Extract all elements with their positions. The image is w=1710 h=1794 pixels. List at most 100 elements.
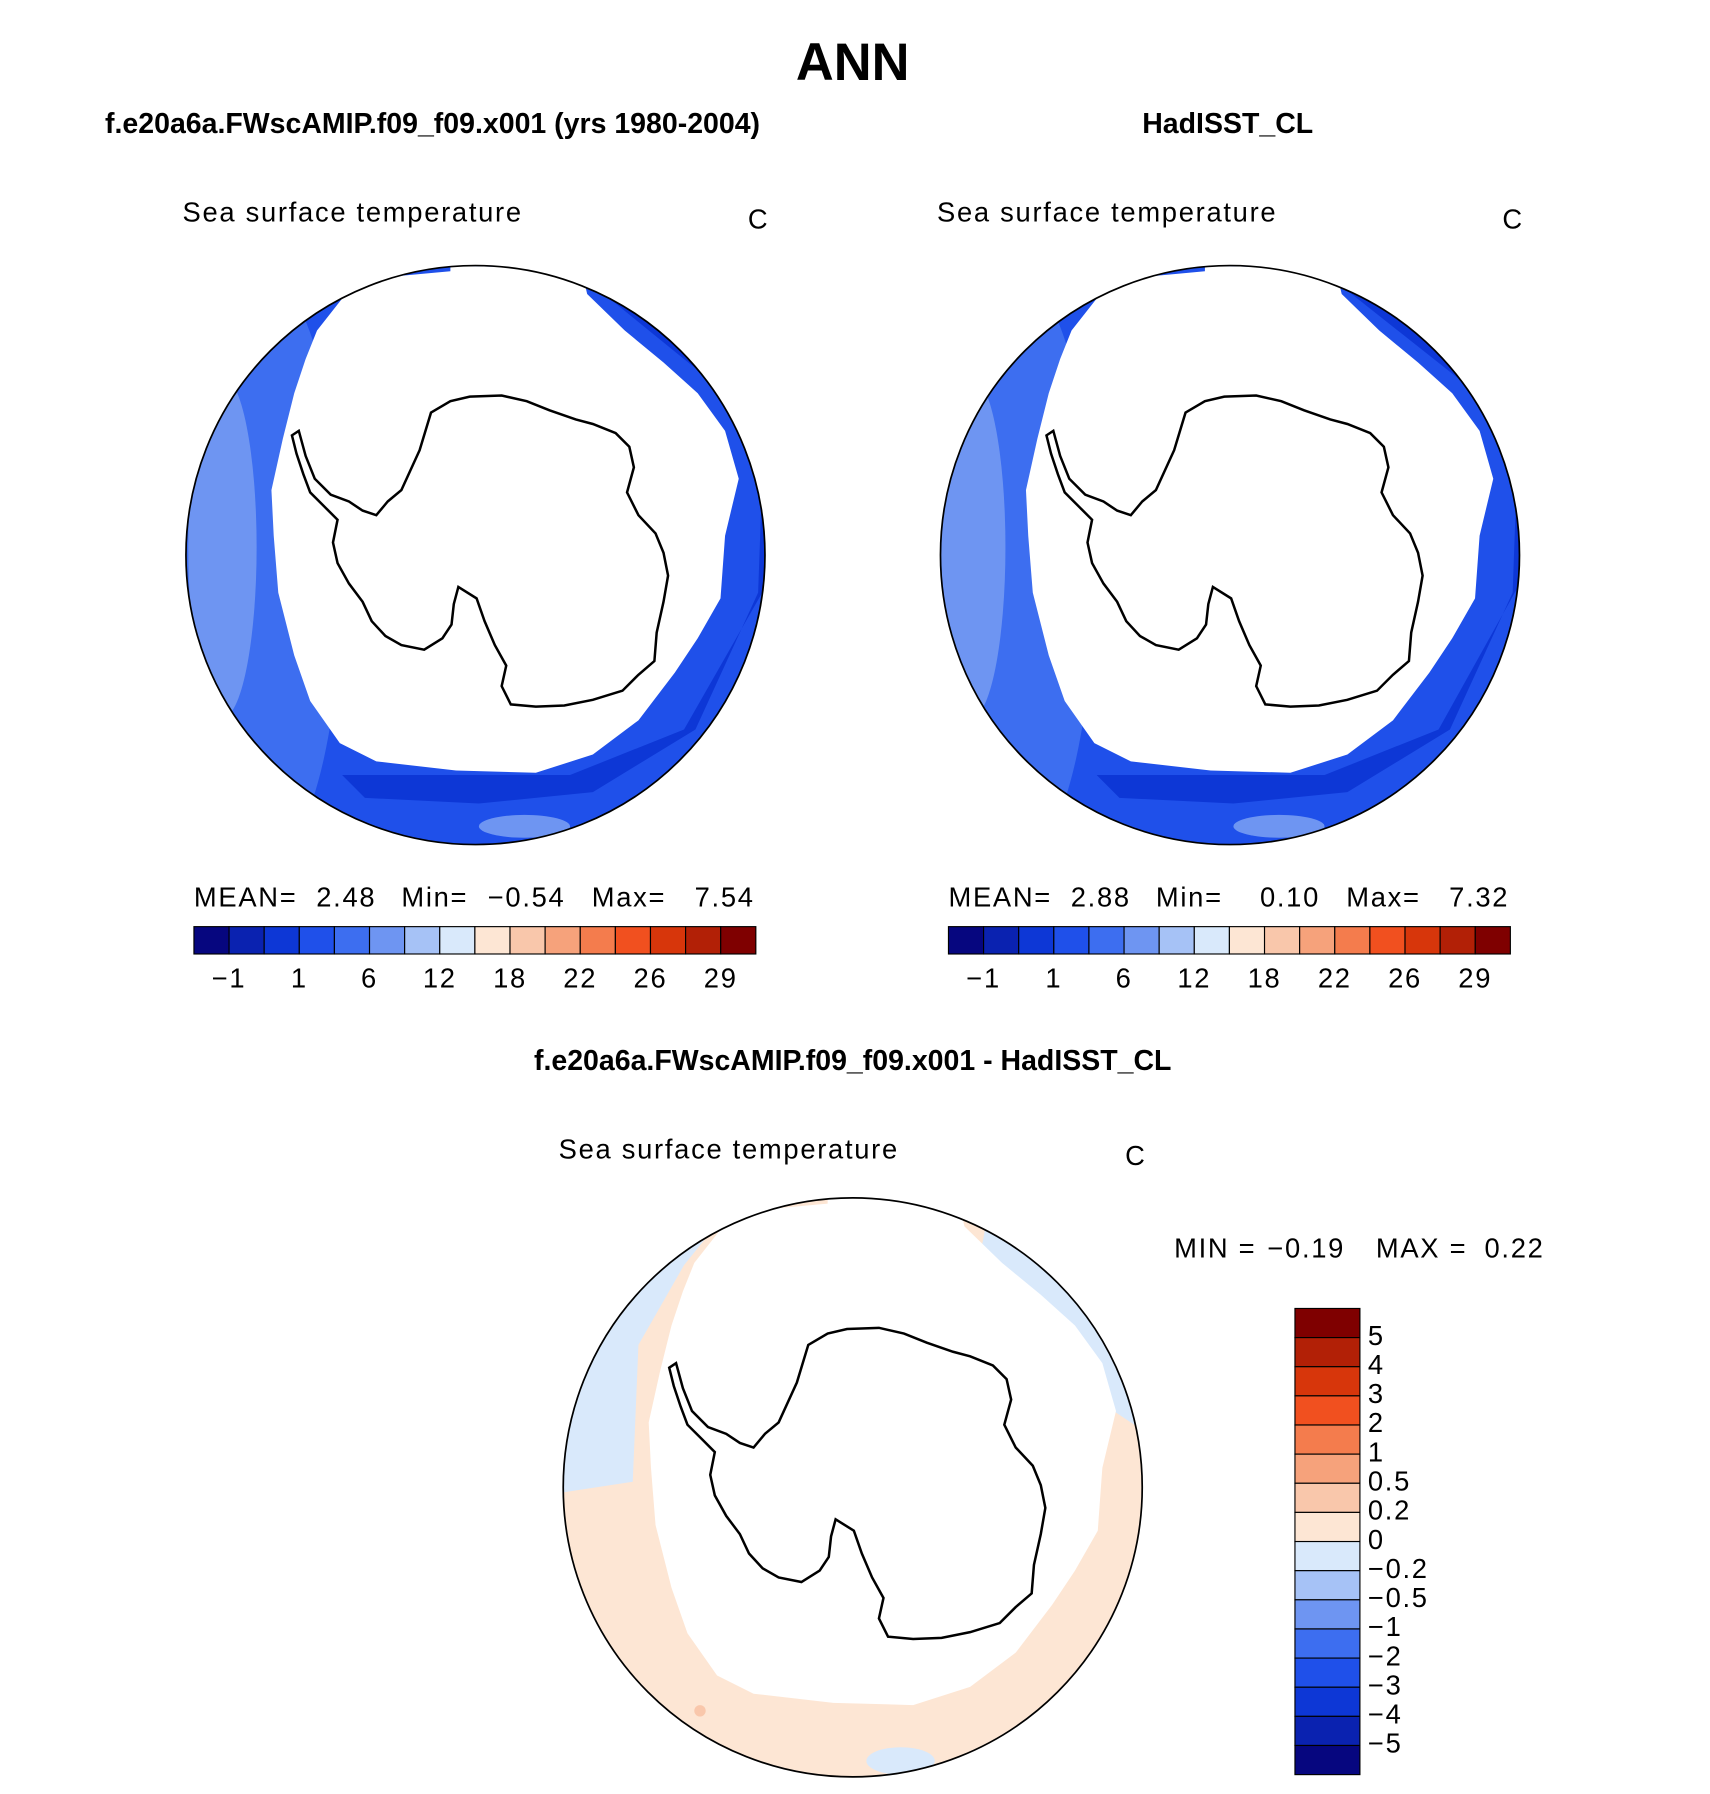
colorbar-box: [1294, 1453, 1361, 1484]
colorbar-box: [263, 926, 300, 955]
colorbar-label: 12: [423, 962, 457, 993]
colorbar-box: [544, 926, 581, 955]
colorbar-box: [1294, 1482, 1361, 1513]
colorbar-box: [439, 926, 476, 955]
colorbar-label: 0.2: [1368, 1495, 1411, 1526]
colorbar-label: 12: [1177, 962, 1211, 993]
colorbar-box: [404, 926, 441, 955]
colorbar-label: 1: [291, 962, 308, 993]
map: [185, 265, 765, 845]
stat-label: Min=: [1156, 881, 1223, 912]
colorbar-label: 26: [1388, 962, 1422, 993]
colorbar-box: [1334, 926, 1371, 955]
colorbar-box: [1294, 1686, 1361, 1717]
colorbar-label: −0.5: [1368, 1582, 1429, 1613]
colorbar-box: [649, 926, 687, 955]
colorbar-box: [1404, 926, 1441, 955]
map-border: [562, 1197, 1144, 1778]
stat-label: MEAN=: [194, 881, 298, 912]
colorbar-box: [298, 926, 335, 955]
colorbar-box: [614, 926, 652, 955]
colorbar-label: 6: [1116, 962, 1133, 993]
colorbar-box: [1228, 926, 1266, 955]
stat-label: MIN =: [1174, 1233, 1256, 1264]
stat-value: 0.22: [1484, 1233, 1544, 1264]
figure-title: ANN: [796, 34, 910, 92]
colorbar-box: [1294, 1540, 1361, 1572]
colorbar-box: [1294, 1395, 1361, 1426]
colorbar-box: [1294, 1366, 1361, 1397]
colorbar-label: 0: [1368, 1524, 1385, 1555]
colorbar-label: 4: [1368, 1349, 1385, 1380]
colorbar-box: [1294, 1599, 1361, 1630]
stat-value: 7.54: [695, 881, 755, 912]
colorbar-box: [1294, 1628, 1361, 1659]
colorbar-box: [193, 926, 230, 955]
stat-value: 2.48: [316, 881, 376, 912]
panel-title: f.e20a6a.FWscAMIP.f09_f09.x001 (yrs 1980…: [105, 108, 760, 140]
colorbar-label: 5: [1368, 1320, 1385, 1351]
colorbar-box: [1294, 1337, 1361, 1368]
colorbar-box: [1294, 1307, 1361, 1339]
colorbar-box: [1294, 1715, 1361, 1747]
colorbar-box: [579, 926, 616, 955]
colorbar-box: [1294, 1424, 1361, 1455]
colorbar-box: [1294, 1570, 1361, 1601]
colorbar-box: [983, 926, 1020, 955]
colorbar-label: −1: [1368, 1611, 1403, 1642]
units: C: [748, 203, 769, 234]
colorbar-label: 29: [704, 962, 738, 993]
stat-value: 2.88: [1071, 881, 1131, 912]
colorbar-box: [685, 926, 722, 955]
colorbar-box: [1193, 926, 1230, 955]
colorbar-label: −2: [1368, 1640, 1403, 1671]
colorbar-box: [368, 926, 406, 955]
stat-label: Max=: [592, 881, 666, 912]
colorbar-box: [1294, 1511, 1361, 1543]
colorbar-label: 22: [563, 962, 597, 993]
panel-title: f.e20a6a.FWscAMIP.f09_f09.x001 - HadISST…: [534, 1045, 1172, 1077]
map-border: [185, 264, 766, 846]
colorbar-box: [474, 926, 511, 955]
colorbar-box: [1088, 926, 1125, 955]
stat-value: −0.54: [488, 881, 566, 912]
colorbar-label: 1: [1045, 962, 1062, 993]
stat-label: MAX =: [1376, 1233, 1467, 1264]
colorbar-box: [509, 926, 546, 955]
colorbar-label: −5: [1368, 1728, 1403, 1759]
colorbar-box: [1299, 926, 1336, 955]
units: C: [1125, 1140, 1146, 1171]
stat-label: Max=: [1346, 881, 1420, 912]
colorbar-box: [1018, 926, 1055, 955]
variable-name: Sea surface temperature: [937, 196, 1277, 227]
variable-name: Sea surface temperature: [559, 1133, 899, 1164]
colorbar-label: −1: [966, 962, 1001, 993]
colorbar-box: [1369, 926, 1406, 955]
colorbar-box: [228, 926, 265, 955]
colorbar-label: 6: [361, 962, 378, 993]
units: C: [1502, 203, 1523, 234]
colorbar-label: 26: [634, 962, 668, 993]
stat-label: MEAN=: [948, 881, 1052, 912]
colorbar-label: 2: [1368, 1407, 1385, 1438]
colorbar-label: −4: [1368, 1699, 1403, 1730]
colorbar-label: −0.2: [1368, 1553, 1429, 1584]
colorbar-box: [1053, 926, 1090, 955]
stat-label: Min=: [401, 881, 468, 912]
colorbar-box: [333, 926, 371, 955]
stat-value: 0.10: [1260, 881, 1320, 912]
colorbar-label: 22: [1318, 962, 1352, 993]
colorbar-box: [1439, 926, 1476, 955]
stat-value: 7.32: [1449, 881, 1509, 912]
colorbar-label: −1: [212, 962, 247, 993]
panel-title: HadISST_CL: [1142, 108, 1313, 140]
colorbar-label: 3: [1368, 1378, 1385, 1409]
map-border: [939, 264, 1521, 846]
colorbar-box: [1294, 1744, 1361, 1776]
colorbar-box: [1294, 1657, 1361, 1688]
colorbar-box: [1474, 926, 1511, 955]
colorbar-box: [720, 926, 757, 955]
colorbar-box: [947, 926, 985, 955]
